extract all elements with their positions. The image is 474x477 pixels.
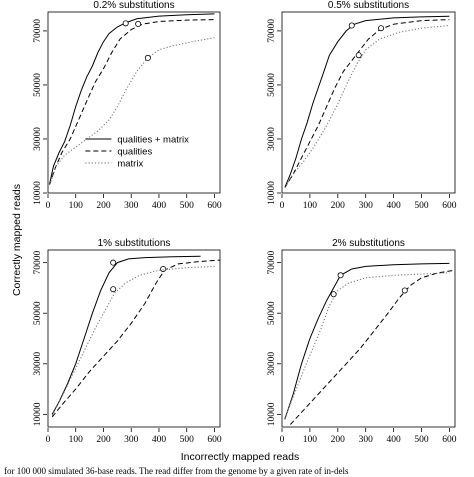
series-marker	[337, 272, 344, 279]
x-tick-label: 200	[96, 201, 111, 211]
legend-entry: matrix	[117, 158, 143, 169]
x-tick-label: 400	[152, 435, 167, 445]
series-line-solid	[48, 13, 215, 186]
x-tick-label: 500	[414, 435, 429, 445]
y-tick-label: 30000	[267, 127, 277, 151]
plot-frame	[281, 11, 456, 194]
y-tick-label: 70000	[267, 251, 277, 275]
chart-panel-2: 0.5% substitutions 0 100 200 300 400 500 600 100…	[267, 0, 457, 211]
x-tick-label: 300	[124, 201, 139, 211]
series-line-dashed	[290, 269, 456, 425]
y-tick-label: 30000	[33, 352, 43, 376]
x-tick-label: 500	[180, 201, 195, 211]
x-tick-label: 400	[386, 435, 401, 445]
legend-entry: qualities + matrix	[117, 134, 189, 145]
x-tick-label: 100	[303, 201, 318, 211]
series-line-dashed	[48, 19, 215, 186]
x-axis-label: Incorrectly mapped reads	[181, 451, 299, 463]
x-tick-label: 0	[46, 435, 51, 445]
series-line-solid	[51, 255, 201, 415]
y-tick-label: 30000	[33, 127, 43, 151]
series-marker	[122, 20, 129, 27]
y-tick-label: 70000	[267, 19, 277, 43]
y-tick-label: 10000	[267, 181, 277, 205]
x-tick-label: 0	[46, 201, 51, 211]
x-tick-label: 500	[180, 435, 195, 445]
series-marker	[110, 259, 117, 266]
plot-frame	[47, 249, 221, 428]
series-line-dashed	[284, 19, 450, 188]
plot-frame	[47, 11, 221, 194]
series-marker	[110, 286, 117, 293]
x-tick-label: 500	[414, 201, 429, 211]
x-tick-label: 300	[124, 435, 139, 445]
series-line-dotted	[284, 24, 450, 188]
y-tick-label: 10000	[33, 402, 43, 426]
x-tick-label: 600	[207, 435, 222, 445]
panel-title: 2% substitutions	[332, 238, 405, 249]
series-line-dotted	[51, 265, 215, 416]
plot-frame	[281, 249, 456, 428]
chart-panel-1: 0.2% substitutions 0 100 200 300 400 500 600 100…	[33, 0, 222, 211]
x-tick-label: 300	[359, 201, 374, 211]
series-marker	[355, 52, 362, 59]
series-marker	[135, 20, 142, 27]
series-marker	[160, 265, 167, 272]
panel-title: 0.5% substitutions	[328, 0, 409, 11]
legend-entry: qualities	[117, 146, 152, 157]
chart-panel-4: 2% substitutions 0 100 200 300 400 500 600 10000…	[267, 238, 457, 445]
x-tick-label: 200	[331, 201, 346, 211]
series-line-dotted	[48, 37, 215, 186]
y-tick-label: 10000	[33, 181, 43, 205]
y-tick-label: 10000	[267, 402, 277, 426]
x-tick-label: 0	[280, 201, 285, 211]
y-tick-label: 50000	[33, 73, 43, 97]
y-tick-label: 50000	[267, 301, 277, 325]
x-tick-label: 0	[280, 435, 285, 445]
series-marker	[348, 22, 355, 29]
panel-title: 0.2% substitutions	[93, 0, 174, 11]
series-line-solid	[284, 15, 450, 188]
y-tick-label: 70000	[33, 251, 43, 275]
x-tick-label: 100	[69, 201, 84, 211]
y-tick-label: 30000	[267, 352, 277, 376]
series-line-dotted	[284, 272, 450, 419]
y-tick-label: 50000	[267, 73, 277, 97]
series-marker	[378, 25, 385, 32]
series-marker	[144, 54, 151, 61]
caption-fragment: for 100 000 simulated 36-base reads. The…	[4, 466, 349, 476]
y-axis-label: Correctly mapped reads	[11, 184, 23, 296]
x-tick-label: 400	[152, 201, 167, 211]
x-tick-label: 400	[386, 201, 401, 211]
x-tick-label: 600	[442, 435, 457, 445]
chart-panel-3: 1% substitutions 0 100 200 300 400 500 600 10000…	[33, 238, 222, 445]
x-tick-label: 300	[359, 435, 374, 445]
x-tick-label: 600	[207, 201, 222, 211]
x-tick-label: 200	[331, 435, 346, 445]
x-tick-label: 200	[96, 435, 111, 445]
series-line-solid	[284, 262, 450, 420]
series-marker	[330, 291, 337, 298]
series-line-dashed	[51, 259, 221, 418]
x-tick-label: 600	[442, 201, 457, 211]
x-tick-label: 100	[69, 435, 84, 445]
x-tick-label: 100	[303, 435, 318, 445]
series-marker	[401, 287, 408, 294]
y-tick-label: 70000	[33, 19, 43, 43]
panel-title: 1% substitutions	[98, 238, 171, 249]
y-tick-label: 50000	[33, 301, 43, 325]
